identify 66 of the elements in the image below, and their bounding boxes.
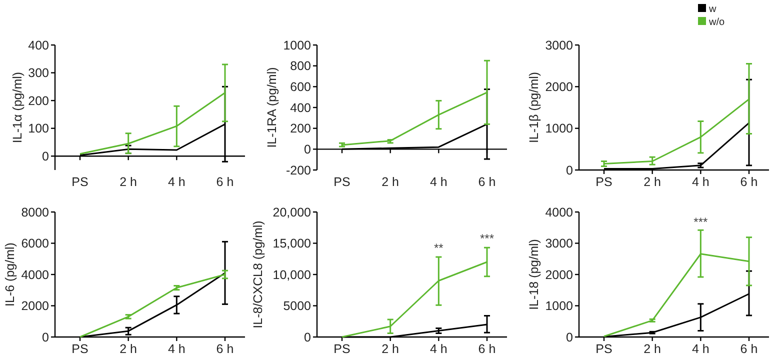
y-tick-label: 4000 — [21, 268, 50, 282]
y-tick-label: 0 — [42, 149, 50, 164]
y-tick-label: 200 — [290, 122, 312, 136]
annotation: *** — [480, 232, 494, 246]
y-tick-label: -200 — [286, 163, 312, 178]
x-tick-label: 2 h — [644, 175, 662, 189]
x-tick-label: 2 h — [120, 175, 138, 189]
legend-label: w/o — [708, 17, 725, 28]
y-tick-label: 2000 — [545, 80, 574, 94]
y-tick-label: 400 — [290, 100, 312, 115]
y-tick-label: 2000 — [545, 268, 574, 282]
x-tick-label: 6 h — [478, 175, 496, 189]
legend-label: w — [708, 4, 717, 15]
x-tick-label: 2 h — [382, 175, 400, 189]
y-tick-label: 0 — [566, 163, 574, 178]
y-tick-label: 200 — [28, 94, 50, 108]
y-tick-label: 800 — [290, 59, 312, 74]
y-tick-label: 20,000 — [272, 205, 312, 220]
x-tick-label: PS — [596, 342, 612, 356]
y-tick-label: 5000 — [283, 299, 312, 314]
x-tick-label: 4 h — [692, 175, 710, 189]
y-axis-title: IL-18 (pg/ml) — [527, 239, 542, 310]
y-axis-title: IL-1RA (pg/ml) — [265, 67, 280, 148]
x-tick-label: 2 h — [120, 342, 138, 356]
x-tick-label: 6 h — [216, 342, 234, 356]
y-tick-label: 0 — [42, 330, 50, 344]
x-tick-label: 2 h — [644, 342, 662, 356]
x-tick-label: 6 h — [216, 175, 234, 189]
y-tick-label: 6000 — [21, 236, 50, 251]
x-tick-label: PS — [72, 175, 88, 189]
y-tick-label: 1000 — [283, 38, 312, 52]
y-tick-label: 3000 — [545, 38, 574, 52]
y-tick-label: 3000 — [545, 236, 574, 251]
x-tick-label: 4 h — [692, 342, 710, 356]
y-tick-label: 2000 — [21, 299, 50, 314]
x-tick-label: 2 h — [382, 342, 400, 356]
y-tick-label: 600 — [290, 80, 312, 94]
y-tick-label: 400 — [28, 38, 50, 52]
x-tick-label: 6 h — [478, 342, 496, 356]
x-tick-label: PS — [72, 342, 88, 356]
y-axis-title: IL-1β (pg/ml) — [527, 72, 542, 144]
x-tick-label: 4 h — [430, 342, 448, 356]
y-axis-title: IL-6 (pg/ml) — [3, 242, 18, 306]
y-tick-label: 8000 — [21, 205, 50, 220]
x-tick-label: 4 h — [168, 342, 186, 356]
x-tick-label: 6 h — [740, 342, 758, 356]
annotation: *** — [694, 215, 708, 230]
y-tick-label: 300 — [28, 66, 50, 80]
y-tick-label: 100 — [28, 122, 50, 136]
y-axis-title: IL-1α (pg/ml) — [10, 72, 24, 144]
x-tick-label: 6 h — [740, 175, 758, 189]
y-tick-label: 1000 — [545, 299, 574, 314]
x-tick-label: 4 h — [168, 175, 186, 189]
y-tick-label: 0 — [304, 142, 312, 157]
y-tick-label: 15,000 — [272, 236, 312, 251]
y-axis-title: IL-8/CXCL8 (pg/ml) — [250, 220, 265, 328]
y-tick-label: 0 — [304, 330, 312, 344]
y-tick-label: 1000 — [545, 122, 574, 136]
x-tick-label: 4 h — [430, 175, 448, 189]
x-tick-label: PS — [334, 342, 350, 356]
x-tick-label: PS — [334, 175, 350, 189]
annotation: ** — [434, 241, 444, 255]
y-tick-label: 0 — [566, 330, 574, 344]
x-tick-label: PS — [596, 175, 612, 189]
y-tick-label: 10,000 — [272, 268, 312, 282]
y-tick-label: 4000 — [545, 205, 574, 220]
